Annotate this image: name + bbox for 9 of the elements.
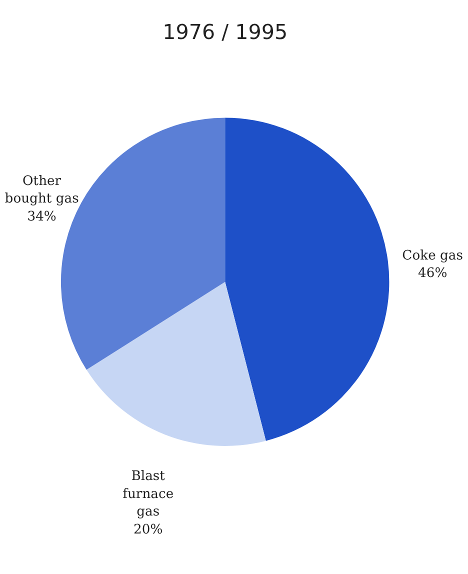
data-label: 20% (134, 522, 163, 538)
pie-slice (86, 282, 266, 446)
slice-label: Coke gas (402, 248, 464, 264)
slice-label: Blast furnace gas (122, 469, 174, 520)
slice-label: Other bought gas (4, 174, 80, 207)
data-label: 34% (27, 209, 56, 224)
pie-slice (225, 118, 389, 441)
data-label: 46% (418, 266, 448, 282)
chart-title: 1976 / 1995 (162, 20, 288, 44)
